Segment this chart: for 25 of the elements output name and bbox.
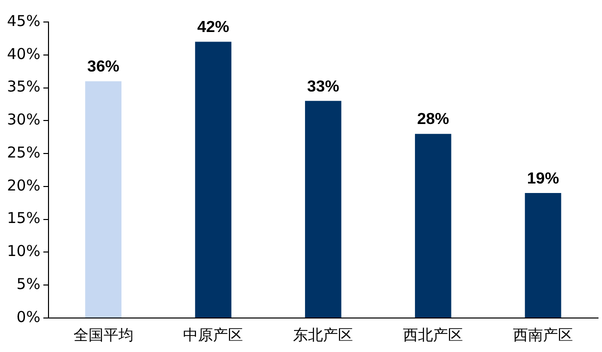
x-tick-label: 东北产区 xyxy=(293,326,354,344)
data-label: 33% xyxy=(307,78,340,96)
y-tick-label: 30% xyxy=(6,110,40,129)
x-tick-label: 西北产区 xyxy=(403,326,464,344)
data-label: 36% xyxy=(87,58,120,76)
x-tick-label: 全国平均 xyxy=(73,326,134,344)
y-tick-label: 15% xyxy=(6,209,40,228)
y-tick-label: 5% xyxy=(16,275,40,293)
x-tick-label: 西南产区 xyxy=(513,326,574,344)
bar xyxy=(305,100,342,318)
bar xyxy=(195,42,232,318)
x-tick-label: 中原产区 xyxy=(183,326,244,344)
data-label: 42% xyxy=(197,19,230,36)
y-tick-label: 10% xyxy=(6,242,40,260)
data-label: 28% xyxy=(417,111,450,128)
y-tick-label: 45% xyxy=(6,12,40,30)
y-tick-label: 20% xyxy=(6,176,40,194)
data-label: 19% xyxy=(527,170,560,188)
y-tick-label: 25% xyxy=(6,143,40,162)
y-tick-label: 35% xyxy=(6,78,40,96)
bar xyxy=(85,81,122,318)
y-tick-label: 40% xyxy=(6,44,40,63)
bar xyxy=(524,193,562,318)
bar xyxy=(414,134,452,318)
y-tick-label: 0% xyxy=(16,308,40,326)
